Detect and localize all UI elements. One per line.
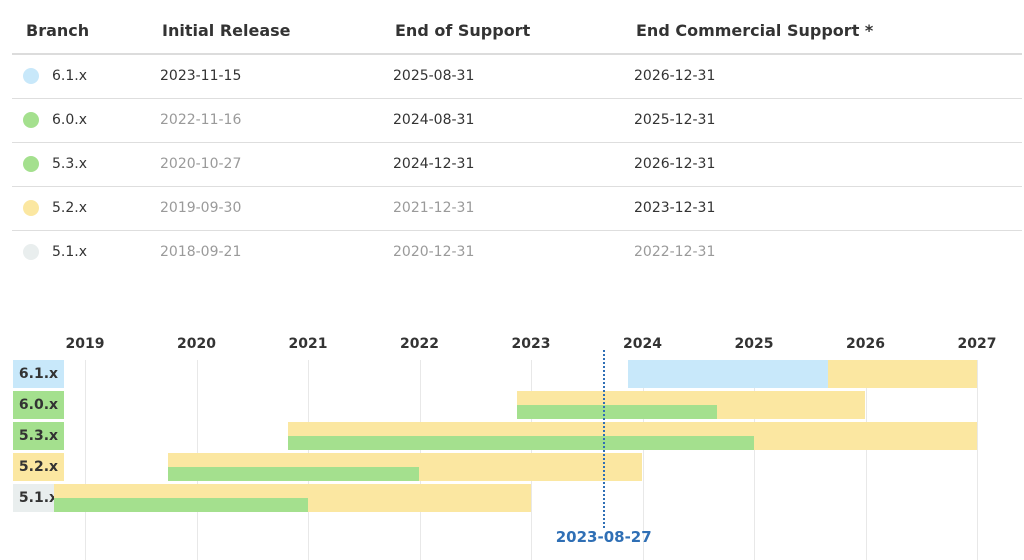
end-commercial-support-date: 2026-12-31 xyxy=(634,68,716,84)
header-initial-release: Initial Release xyxy=(162,21,291,40)
branch-status-dot-icon xyxy=(23,244,39,260)
today-marker-line xyxy=(602,350,605,528)
branch-status-dot-icon xyxy=(23,68,39,84)
end-of-support-date: 2024-08-31 xyxy=(393,112,475,128)
branch-name: 5.2.x xyxy=(52,200,87,216)
support-period-bar xyxy=(827,360,977,388)
year-tick-label: 2024 xyxy=(623,336,662,352)
table-row: 6.0.x 2022-11-16 2024-08-31 2025-12-31 xyxy=(12,99,1022,143)
year-tick-label: 2020 xyxy=(177,336,216,352)
support-period-bar xyxy=(516,405,717,419)
support-table: Branch Initial Release End of Support En… xyxy=(12,8,1022,274)
end-commercial-support-date: 2022-12-31 xyxy=(634,244,716,260)
header-end-of-support: End of Support xyxy=(395,21,531,40)
year-gridline xyxy=(977,360,978,560)
branch-name: 5.3.x xyxy=(52,156,87,172)
year-gridline xyxy=(865,360,867,560)
branch-status-dot-icon xyxy=(23,200,39,216)
initial-release-date: 2018-09-21 xyxy=(160,244,242,260)
year-tick-label: 2021 xyxy=(288,336,328,352)
branch-name: 5.1.x xyxy=(52,244,87,260)
year-tick-label: 2019 xyxy=(65,336,105,352)
timeline-branch-label: 6.0.x xyxy=(13,391,64,419)
timeline-branch-label: 6.1.x xyxy=(13,360,64,388)
today-marker-label: 2023-08-27 xyxy=(555,528,652,546)
table-row: 5.3.x 2020-10-27 2024-12-31 2026-12-31 xyxy=(12,143,1022,187)
end-of-support-date: 2021-12-31 xyxy=(393,200,475,216)
initial-release-date: 2022-11-16 xyxy=(160,112,242,128)
table-row: 6.1.x 2023-11-15 2025-08-31 2026-12-31 xyxy=(12,55,1022,99)
year-tick-label: 2022 xyxy=(400,336,439,352)
table-row: 5.1.x 2018-09-21 2020-12-31 2022-12-31 xyxy=(12,231,1022,274)
year-gridline xyxy=(754,360,755,560)
year-tick-label: 2023 xyxy=(511,336,551,352)
year-gridline xyxy=(642,360,644,560)
table-body: 6.1.x 2023-11-15 2025-08-31 2026-12-31 6.0.x… xyxy=(12,55,1022,274)
table-header: Branch Initial Release End of Support En… xyxy=(12,8,1022,55)
end-commercial-support-date: 2025-12-31 xyxy=(634,112,716,128)
branch-status-dot-icon xyxy=(23,112,39,128)
support-period-bar xyxy=(168,467,420,481)
branch-status-dot-icon xyxy=(23,156,39,172)
year-tick-label: 2026 xyxy=(846,336,885,352)
year-gridline xyxy=(85,360,86,560)
branch-name: 6.1.x xyxy=(52,68,87,84)
timeline-branch-label: 5.2.x xyxy=(13,453,64,481)
end-of-support-date: 2024-12-31 xyxy=(393,156,475,172)
support-timeline: 2019 2020 2021 2022 2023 2024 2025 2026 2027 6.1.… xyxy=(0,320,1024,560)
initial-release-date: 2023-11-15 xyxy=(160,68,242,84)
end-of-support-date: 2025-08-31 xyxy=(393,68,475,84)
timeline-branch-label: 5.3.x xyxy=(13,422,64,450)
end-of-support-date: 2020-12-31 xyxy=(393,244,475,260)
year-tick-label: 2027 xyxy=(957,336,997,352)
support-period-bar xyxy=(287,436,754,450)
header-end-commercial-support: End Commercial Support * xyxy=(636,21,874,40)
initial-release-date: 2020-10-27 xyxy=(160,156,242,172)
support-period-bar xyxy=(628,360,828,388)
support-period-bar xyxy=(53,498,308,512)
end-commercial-support-date: 2026-12-31 xyxy=(634,156,716,172)
end-commercial-support-date: 2023-12-31 xyxy=(634,200,716,216)
initial-release-date: 2019-09-30 xyxy=(160,200,242,216)
header-branch: Branch xyxy=(26,21,90,40)
table-row: 5.2.x 2019-09-30 2021-12-31 2023-12-31 xyxy=(12,187,1022,231)
year-tick-label: 2025 xyxy=(734,336,774,352)
branch-name: 6.0.x xyxy=(52,112,87,128)
